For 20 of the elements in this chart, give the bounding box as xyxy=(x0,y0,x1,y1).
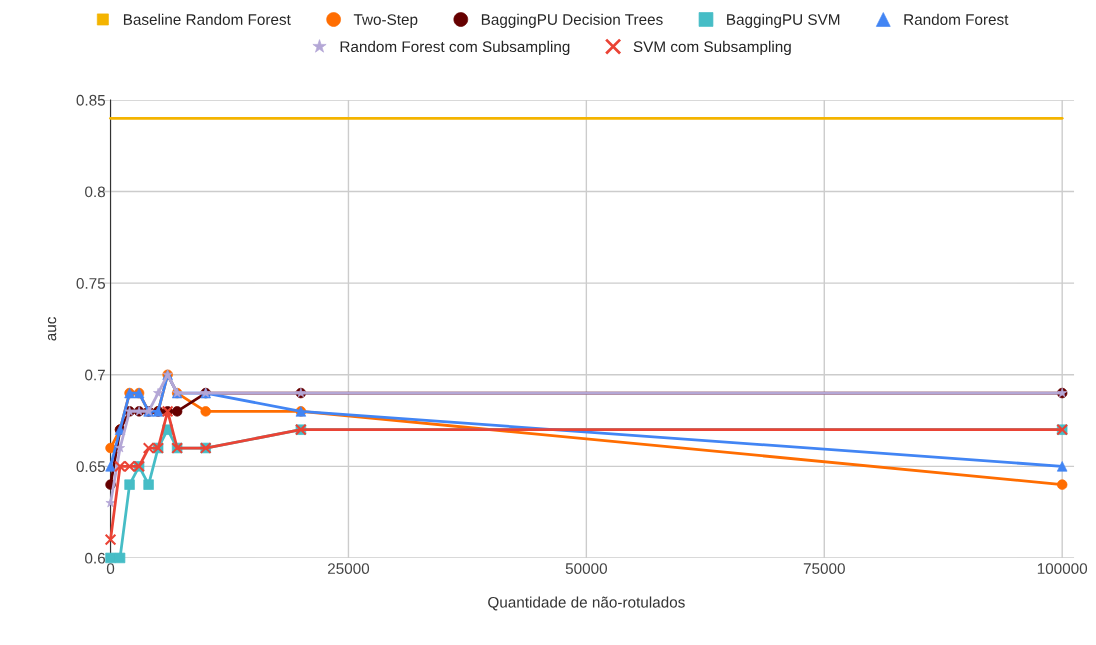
legend-label: Two-Step xyxy=(353,14,418,28)
x-axis-title: Quantidade de não-rotulados xyxy=(488,596,685,611)
legend-label: Baseline Random Forest xyxy=(123,13,291,25)
legend-label: BaggingPU Decision Trees xyxy=(481,13,663,28)
y-tick-label: 0.6 xyxy=(85,552,105,564)
y-tick-label: 0.65 xyxy=(76,461,106,473)
legend-label: Random Forest xyxy=(904,13,1009,25)
y-tick-label: 0.85 xyxy=(76,94,106,106)
y-tick-label: 0.75 xyxy=(76,278,106,289)
x-tick-label: 50000 xyxy=(565,563,608,575)
x-tick-label: 75000 xyxy=(803,563,845,575)
y-tick-label: 0.8 xyxy=(85,186,106,198)
y-tick-label: 0.7 xyxy=(85,369,105,381)
x-tick-label: 0 xyxy=(106,563,115,575)
legend-label: Random Forest com Subsampling xyxy=(340,40,570,56)
x-tick-label: 25000 xyxy=(327,563,370,575)
legend-label: BaggingPU SVM xyxy=(727,13,840,28)
y-axis-title: auc xyxy=(47,317,57,341)
legend-label: SVM com Subsampling xyxy=(633,40,791,56)
x-tick-label: 100000 xyxy=(1037,563,1088,575)
